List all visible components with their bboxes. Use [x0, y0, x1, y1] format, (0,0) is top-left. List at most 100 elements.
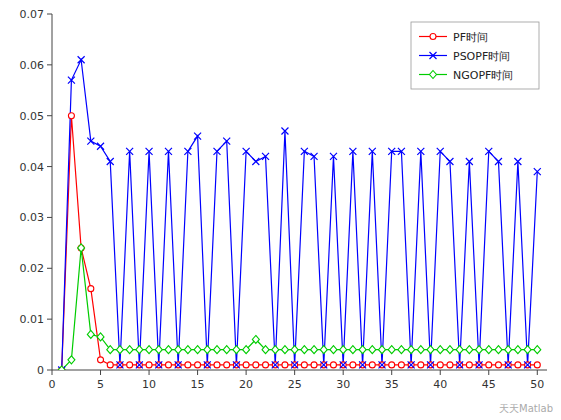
series-point [87, 330, 94, 338]
series-point [263, 362, 269, 368]
series-point [127, 362, 133, 368]
series-point [165, 362, 171, 368]
series-line [62, 60, 538, 370]
series-point [98, 357, 104, 363]
series-point [204, 362, 210, 368]
series-point [165, 346, 172, 354]
series-point [68, 356, 75, 364]
series-point [437, 148, 444, 155]
series-point [379, 346, 386, 354]
watermark: 天天Matlab [499, 403, 553, 414]
series-point [505, 346, 512, 354]
series-point [59, 367, 65, 370]
series-point [252, 335, 259, 343]
series-point [456, 361, 463, 368]
x-tick [294, 370, 295, 375]
series-point [136, 361, 143, 368]
legend: PF时间 PSOPF时间 NGOPF时间 [411, 22, 539, 89]
y-tick [47, 14, 52, 15]
series-point [117, 362, 123, 368]
series-point [184, 346, 191, 354]
series-point [311, 362, 317, 368]
series-point [214, 362, 220, 368]
series-point [321, 362, 327, 368]
series-point [136, 346, 143, 354]
series-point [359, 346, 366, 354]
series-point [68, 77, 75, 84]
series-point [360, 362, 366, 368]
series-point [466, 346, 473, 354]
series-point [446, 346, 453, 354]
y-tick-label: 0.07 [20, 8, 45, 21]
series-point [146, 148, 153, 155]
series-point [369, 346, 376, 354]
series-point [476, 361, 483, 368]
x-tick [391, 370, 392, 375]
series-point [515, 362, 521, 368]
series-point [78, 244, 85, 252]
series-point [379, 362, 385, 368]
series-point [456, 346, 463, 354]
series-point [175, 361, 182, 368]
series-point [116, 346, 123, 354]
series-point [514, 158, 521, 165]
series-point [107, 362, 113, 368]
series-point [175, 362, 181, 368]
series-point [165, 148, 172, 155]
series-point [408, 361, 415, 368]
series-point [495, 362, 501, 368]
series-point [369, 148, 376, 155]
series-point [485, 346, 492, 354]
series-point [146, 362, 152, 368]
series-point [408, 346, 415, 354]
legend-label: PF时间 [453, 31, 488, 44]
series-point [447, 362, 453, 368]
y-tick [47, 217, 52, 218]
legend-marker [430, 52, 437, 59]
x-tick-label: 25 [288, 378, 302, 391]
x-tick-label: 20 [239, 378, 253, 391]
x-tick [100, 370, 101, 375]
y-tick-label: 0.01 [20, 313, 45, 326]
series-point [97, 143, 104, 150]
series-point [379, 361, 386, 368]
legend-label: PSOPF时间 [453, 50, 510, 63]
y-tick-label: 0.02 [20, 262, 45, 275]
series-point [281, 127, 288, 134]
series-point [485, 148, 492, 155]
series-point [534, 346, 541, 354]
legend-marker [430, 71, 437, 79]
legend-box [411, 22, 539, 89]
series-point [78, 56, 85, 63]
series-point [68, 113, 74, 119]
series-point [524, 346, 531, 354]
series-point [292, 362, 298, 368]
x-tick [343, 370, 344, 375]
series-point [281, 346, 288, 354]
series-point [486, 362, 492, 368]
y-axis-line [52, 14, 53, 370]
series-point [388, 148, 395, 155]
chart: 0510152025303540455000.010.020.030.040.0… [0, 0, 561, 420]
series-point [97, 333, 104, 341]
series-point [175, 346, 182, 354]
series-point [349, 148, 356, 155]
series-point [417, 346, 424, 354]
series-point [233, 346, 240, 354]
series-point [233, 362, 239, 368]
series-point [272, 362, 278, 368]
series-point [534, 168, 541, 175]
series-point [534, 362, 540, 368]
series-point [301, 148, 308, 155]
series-point [156, 362, 162, 368]
series-point [340, 362, 346, 368]
series-point [330, 346, 337, 354]
y-tick [47, 268, 52, 269]
series-point [146, 346, 153, 354]
legend-label: NGOPF时间 [453, 69, 513, 82]
series-point [155, 346, 162, 354]
series-point [243, 346, 250, 354]
legend-marker [430, 34, 436, 40]
series-point [350, 362, 356, 368]
series-point [262, 153, 269, 160]
